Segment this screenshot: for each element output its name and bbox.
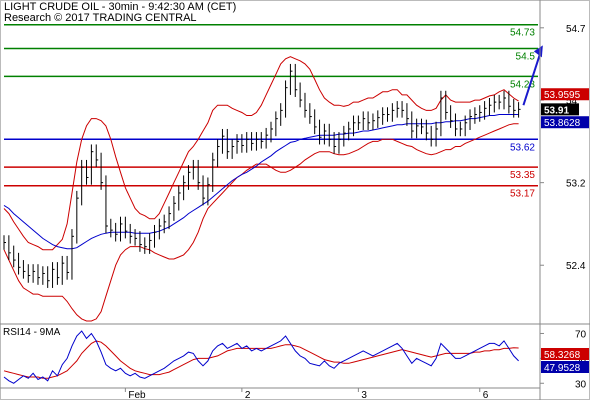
rsi-ma-line <box>3 340 519 379</box>
rsi-marker-box-rsi <box>541 361 589 373</box>
moving-average-line <box>3 114 519 250</box>
bollinger-lower-line <box>3 123 519 322</box>
level-label-54.73: 54.73 <box>510 28 535 39</box>
x-tick-label: 2 <box>245 390 251 400</box>
rsi-line <box>3 330 519 384</box>
bollinger-upper-line <box>3 56 519 251</box>
copyright-label: Research © 2017 TRADING CENTRAL <box>4 12 197 24</box>
price-marker-box-current <box>541 103 579 116</box>
rsi-y-tick-label: 30 <box>575 379 587 390</box>
level-label-54.5: 54.5 <box>516 51 536 62</box>
main-price-panel: 54.7 54 53.2 52.4 54.73 54.5 54.23 53.62 53.35 53… <box>3 24 589 322</box>
x-tick-label: Feb <box>128 390 146 400</box>
x-tick-label: 6 <box>483 390 489 400</box>
y-tick-label: 52.4 <box>566 261 586 272</box>
level-label-53.62: 53.62 <box>510 142 535 153</box>
rsi-marker-label-rsi: 47.9528 <box>544 363 581 374</box>
level-label-54.23: 54.23 <box>510 79 535 90</box>
chart-title: LIGHT CRUDE OIL - 30min - 9:42:30 AM (CE… <box>4 1 237 13</box>
y-tick-label: 54 <box>566 96 578 107</box>
x-tick-label: 3 <box>361 390 367 400</box>
price-marker-label-moving_average: 53.8628 <box>544 118 581 129</box>
rsi-y-tick-label: 70 <box>575 329 587 340</box>
x-axis: Feb 2 3 6 <box>124 388 489 400</box>
forecast-arrow-shaft <box>522 51 542 106</box>
y-tick-label: 54.7 <box>566 24 586 35</box>
rsi-marker-box-ma <box>541 348 589 360</box>
price-marker-label-current: 53.91 <box>544 105 569 116</box>
price-marker-label-bollinger: 53.9595 <box>544 90 581 101</box>
rsi-marker-label-ma: 58.3268 <box>544 350 581 361</box>
price-marker-box-moving_average <box>541 116 589 129</box>
rsi-panel-title: RSI14 - 9MA <box>3 327 61 338</box>
y-tick-label: 53.2 <box>566 179 586 190</box>
forecast-arrow-head <box>533 45 543 58</box>
level-label-53.17: 53.17 <box>510 189 535 200</box>
price-marker-box-bollinger <box>541 88 589 101</box>
level-label-53.35: 53.35 <box>510 170 535 181</box>
